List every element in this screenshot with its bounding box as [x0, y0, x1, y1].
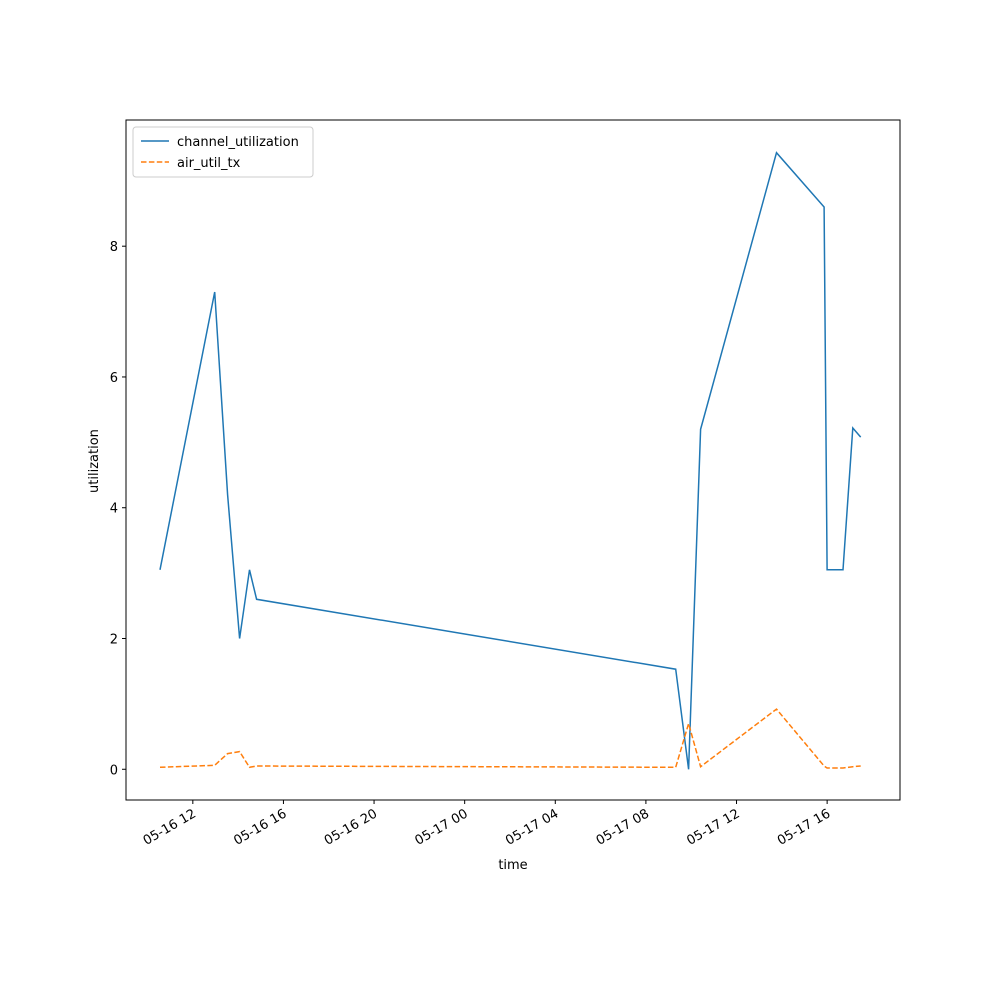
- x-tick-label: 05-17 08: [594, 806, 652, 848]
- legend-label: air_util_tx: [177, 156, 241, 171]
- y-tick-label: 4: [110, 502, 118, 517]
- x-tick-label: 05-16 16: [231, 806, 289, 848]
- y-tick-label: 6: [110, 371, 118, 386]
- plot-frame: [125, 119, 901, 801]
- y-tick-label: 8: [110, 240, 118, 255]
- x-tick-label: 05-17 12: [684, 806, 742, 848]
- y-tick-label: 2: [110, 633, 118, 648]
- data-line: [159, 708, 861, 769]
- x-tick-label: 05-16 12: [141, 806, 199, 848]
- y-tick-label: 0: [110, 763, 118, 778]
- y-axis-label: utilization: [87, 429, 102, 493]
- x-tick-label: 05-17 00: [413, 806, 471, 848]
- x-tick-label: 05-16 20: [322, 806, 380, 848]
- x-tick-label: 05-17 04: [503, 806, 561, 848]
- legend-box: [132, 126, 314, 178]
- x-tick-label: 05-17 16: [775, 806, 833, 848]
- x-axis-label: time: [498, 858, 527, 873]
- data-line: [159, 151, 862, 770]
- legend-label: channel_utilization: [177, 135, 299, 150]
